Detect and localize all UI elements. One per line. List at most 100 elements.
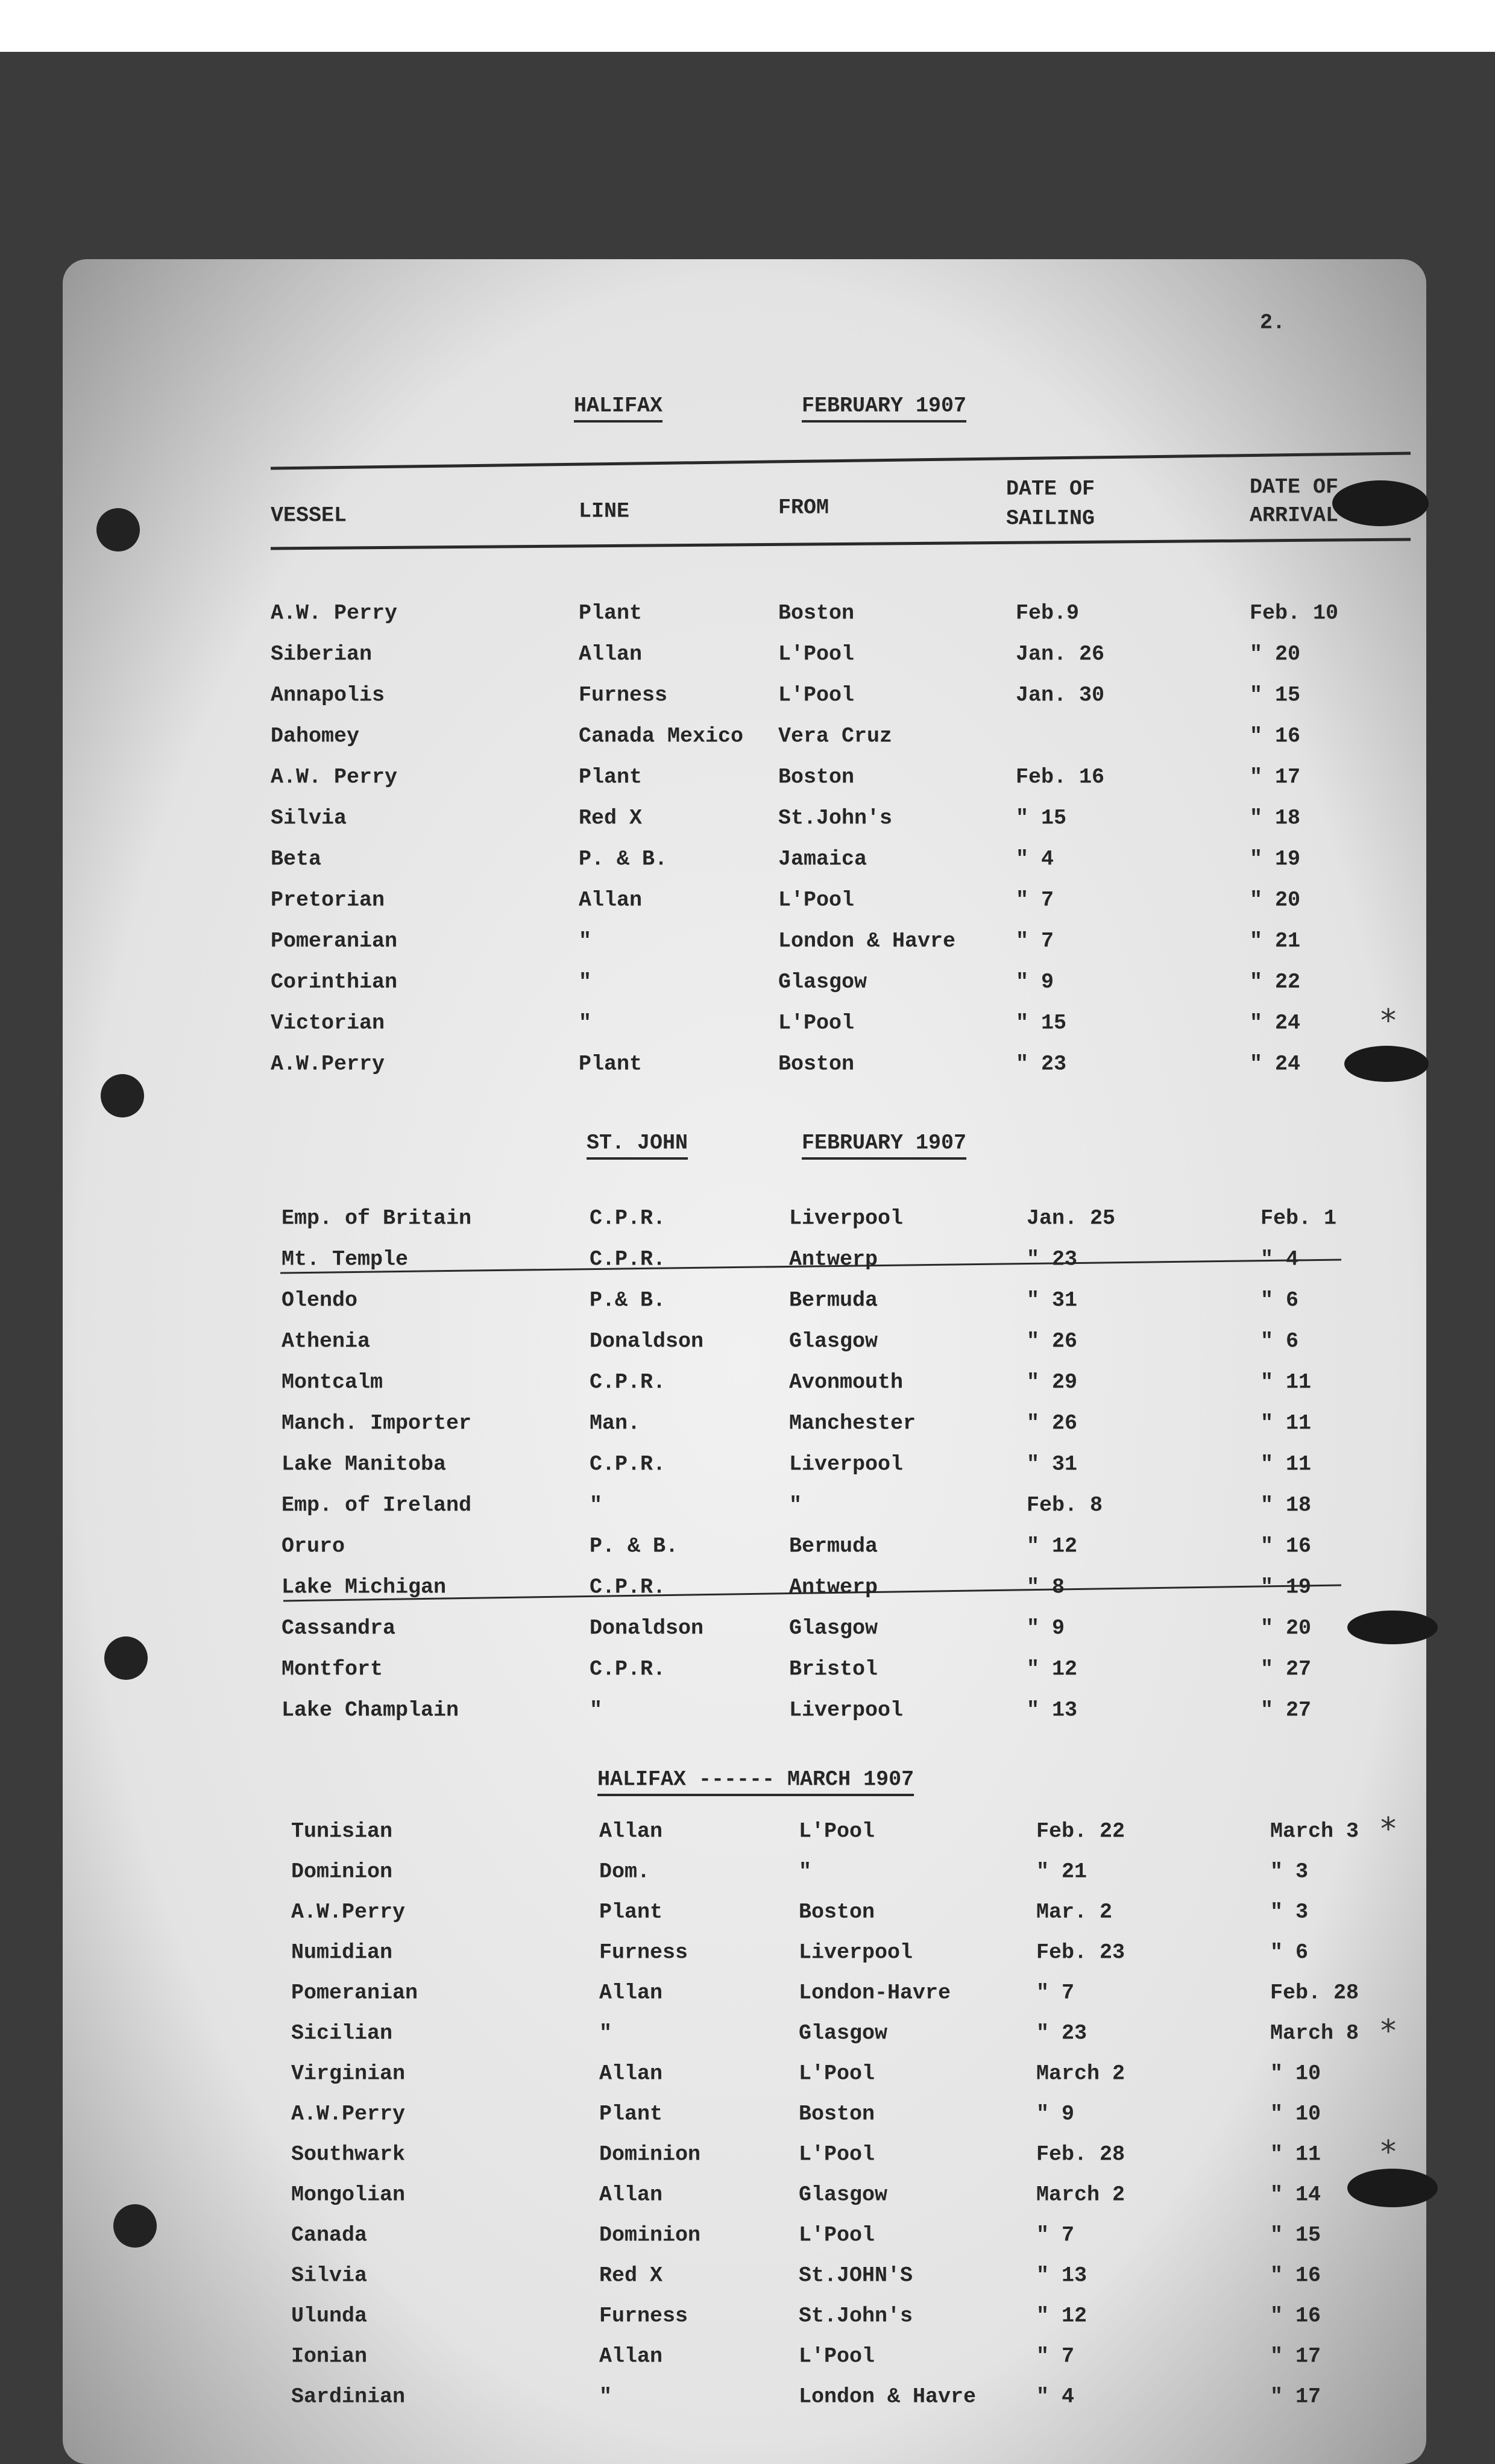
cell-arrival: Feb. 1 [1261,1206,1336,1230]
cell-from: Glasgow [789,1616,878,1640]
cell-arrival: " 19 [1250,847,1300,871]
cell-sailing: Feb. 28 [1036,2142,1125,2166]
cell-from: Bermuda [789,1288,878,1312]
cell-sailing: " 23 [1016,1052,1066,1076]
cell-line: Man. [590,1411,640,1435]
cell-vessel: Sicilian [291,2021,392,2045]
cell-vessel: Montcalm [282,1370,383,1394]
cell-sailing: Jan. 30 [1016,683,1104,707]
cell-vessel: Emp. of Ireland [282,1493,471,1517]
cell-arrival: " 16 [1270,2263,1321,2287]
cell-line: Plant [579,1052,642,1076]
cell-vessel: A.W.Perry [291,1900,405,1924]
cell-from: Glasgow [799,2183,887,2207]
cell-sailing: " 23 [1027,1247,1077,1271]
cell-vessel: Ionian [291,2344,367,2368]
cell-vessel: Pretorian [271,888,385,912]
cell-from: Boston [799,2102,875,2126]
cell-from: Liverpool [799,1940,913,1964]
cell-from: Boston [778,765,854,789]
cell-arrival: March 3 [1270,1819,1359,1843]
cell-vessel: Annapolis [271,683,385,707]
cell-vessel: Silvia [271,806,347,830]
cell-sailing: " 15 [1016,1011,1066,1035]
cell-vessel: Emp. of Britain [282,1206,471,1230]
cell-line: Canada Mexico [579,724,743,748]
cell-vessel: Oruro [282,1534,345,1558]
header-sailing: DATE OF [1006,477,1095,501]
cell-vessel: A.W. Perry [271,765,397,789]
cell-line: Dom. [599,1859,650,1884]
paper [63,259,1426,2464]
cell-arrival: " 6 [1261,1329,1298,1353]
cell-arrival: " 6 [1261,1288,1298,1312]
cell-arrival: " 3 [1270,1900,1308,1924]
cell-arrival: " 11 [1261,1370,1311,1394]
cell-line: C.P.R. [590,1370,666,1394]
cell-line: " [590,1493,602,1517]
cell-vessel: Ulunda [291,2304,367,2328]
cell-vessel: Cassandra [282,1616,395,1640]
cell-sailing: " 15 [1016,806,1066,830]
cell-line: Dominion [599,2142,700,2166]
cell-arrival: " 11 [1270,2142,1321,2166]
header-vessel: VESSEL [271,503,347,527]
cell-from: Avonmouth [789,1370,903,1394]
cell-arrival: " 15 [1270,2223,1321,2247]
cell-arrival: " 21 [1250,929,1300,953]
cell-from: St.JOHN'S [799,2263,913,2287]
cell-vessel: Manch. Importer [282,1411,471,1435]
header-line: LINE [579,499,629,523]
cell-line: C.P.R. [590,1657,666,1681]
cell-line: " [579,970,591,994]
cell-arrival: " 10 [1270,2102,1321,2126]
cell-arrival: " 27 [1261,1698,1311,1722]
cell-from: St.John's [799,2304,913,2328]
cell-line: Dominion [599,2223,700,2247]
cell-vessel: Dominion [291,1859,392,1884]
section-title: HALIFAX [574,394,663,418]
cell-from: Manchester [789,1411,916,1435]
margin-note: * [1380,2013,1396,2049]
cell-line: Furness [599,1940,688,1964]
cell-line: Red X [579,806,642,830]
cell-arrival: " 17 [1270,2384,1321,2409]
cell-from: " [799,1859,811,1884]
cell-arrival: Feb. 10 [1250,601,1338,625]
cell-arrival: " 6 [1270,1940,1308,1964]
cell-line: Plant [599,1900,663,1924]
cell-vessel: Mt. Temple [282,1247,408,1271]
cell-vessel: Tunisian [291,1819,392,1843]
cell-from: Glasgow [789,1329,878,1353]
header-from: FROM [778,495,829,520]
cell-vessel: Beta [271,847,321,871]
cell-line: Donaldson [590,1616,703,1640]
cell-sailing: " 29 [1027,1370,1077,1394]
header-sailing: SAILING [1006,506,1095,530]
cell-arrival: " 16 [1270,2304,1321,2328]
cell-arrival: " 16 [1261,1534,1311,1558]
cell-sailing: Feb.9 [1016,601,1079,625]
cell-sailing: " 8 [1027,1575,1065,1599]
cell-sailing: Mar. 2 [1036,1900,1112,1924]
cell-line: C.P.R. [590,1247,666,1271]
cell-from: L'Pool [778,888,854,912]
cell-sailing: " 7 [1036,2223,1074,2247]
cell-sailing: " 12 [1027,1657,1077,1681]
cell-line: Plant [579,765,642,789]
cell-from: L'Pool [799,2142,875,2166]
cell-sailing: Jan. 25 [1027,1206,1115,1230]
cell-sailing: " 7 [1016,888,1054,912]
cell-vessel: Sardinian [291,2384,405,2409]
cell-arrival: " 17 [1250,765,1300,789]
cell-sailing: " 9 [1016,970,1054,994]
header-arrival: DATE OF [1250,475,1338,499]
cell-vessel: Pomeranian [291,1981,418,2005]
cell-sailing: Feb. 22 [1036,1819,1125,1843]
cell-line: Allan [599,2183,663,2207]
cell-arrival: " 18 [1261,1493,1311,1517]
cell-arrival: " 20 [1261,1616,1311,1640]
cell-sailing: Jan. 26 [1016,642,1104,666]
cell-from: L'Pool [778,642,854,666]
cell-line: P. & B. [579,847,667,871]
